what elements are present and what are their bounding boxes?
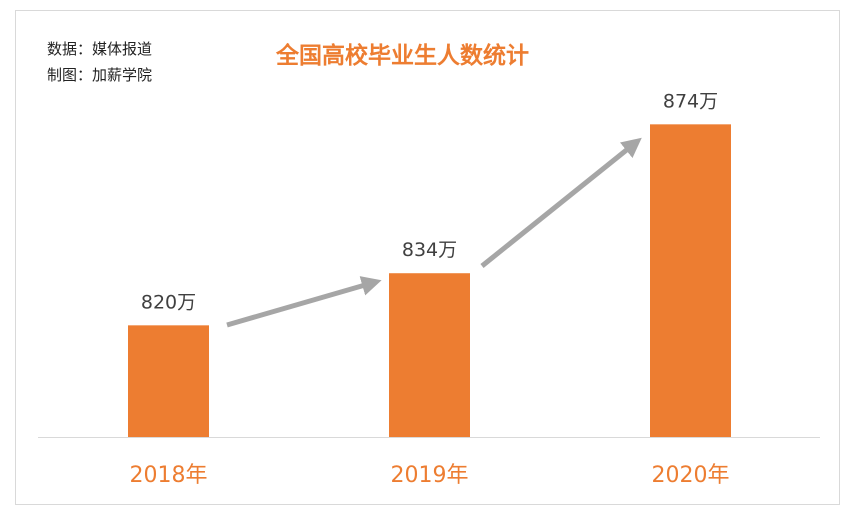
data-label: 874万: [663, 90, 718, 112]
bar-2019年: [389, 273, 470, 437]
trend-arrow: [480, 137, 642, 268]
x-tick-label: 2020年: [652, 463, 730, 488]
source-note: 数据：媒体报道: [47, 40, 153, 58]
bar-2020年: [650, 124, 731, 437]
x-tick-label: 2018年: [130, 463, 208, 488]
data-label: 820万: [141, 291, 196, 313]
chart-title: 全国高校毕业生人数统计: [276, 42, 529, 69]
trend-arrow: [226, 276, 382, 328]
maker-note: 制图：加薪学院: [47, 66, 153, 84]
chart-frame: [15, 10, 840, 505]
data-label: 834万: [402, 239, 457, 261]
bar-2018年: [128, 325, 209, 437]
x-tick-label: 2019年: [391, 463, 469, 488]
